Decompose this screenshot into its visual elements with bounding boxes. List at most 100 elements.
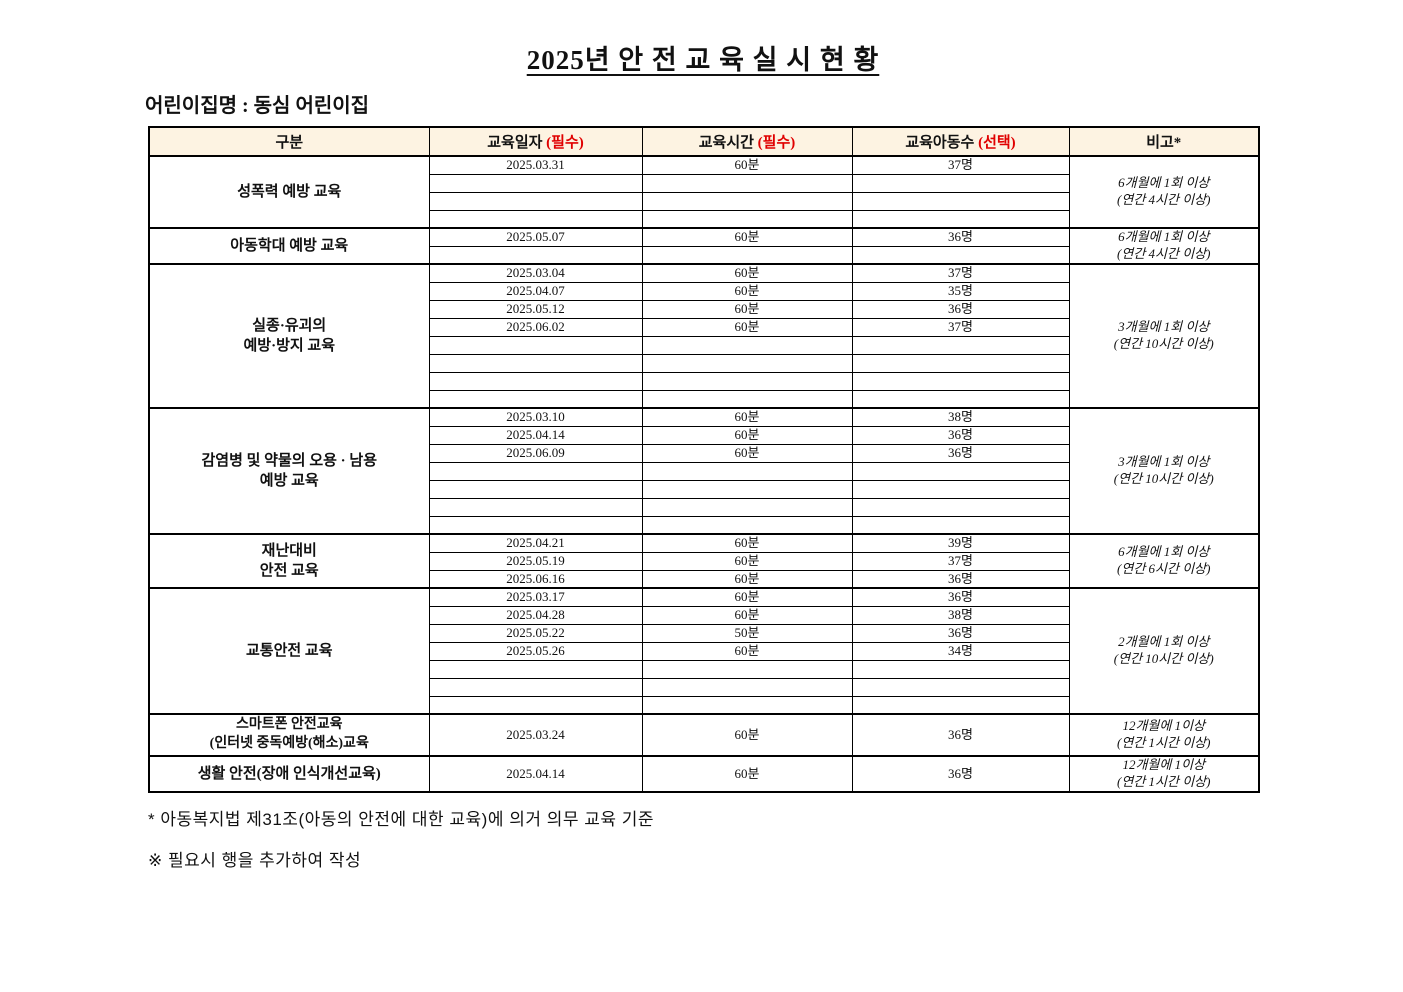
table-row: 아동학대 예방 교육 2025.05.07 60분 36명 6개월에 1회 이상 (연간 … xyxy=(148,227,1260,265)
duration-cell: 60분 xyxy=(641,587,853,607)
table-row: 교통안전 교육 2025.03.17 60분 36명 2개월에 1회 이상 (연간 10시… xyxy=(148,587,1260,715)
col-header-date: 교육일자 (필수) xyxy=(428,126,643,157)
children-cell: 36명 xyxy=(851,569,1070,589)
duration-cell: 60분 xyxy=(641,443,853,463)
duration-cell xyxy=(641,461,853,481)
children-cell: 37명 xyxy=(851,551,1070,571)
children-cell: 36명 xyxy=(851,227,1070,247)
duration-cell xyxy=(641,479,853,499)
remark-line: 6개월에 1회 이상 xyxy=(1118,544,1210,560)
date-cell: 2025.03.24 xyxy=(428,713,643,757)
duration-cell xyxy=(641,245,853,265)
remark-line: (연간 4시간 이상) xyxy=(1117,246,1211,261)
duration-cell xyxy=(641,515,853,535)
date-cell xyxy=(428,353,643,373)
table-row: 2025.04.28 60분 38명 xyxy=(149,605,1259,625)
date-cell xyxy=(428,191,643,211)
page-title: 2025년 안 전 교 육 실 시 현 황 xyxy=(526,45,880,75)
duration-cell xyxy=(641,353,853,373)
col-header-date-label: 교육일자 xyxy=(487,135,543,151)
remark-cell: 6개월에 1회 이상 (연간 6시간 이상) xyxy=(1068,533,1260,589)
footnote-add-rows: ※ 필요시 행을 추가하여 작성 xyxy=(148,850,362,870)
date-cell xyxy=(428,461,643,481)
table-row: 2025.04.07 60분 35명 xyxy=(149,281,1259,301)
date-cell xyxy=(428,371,643,391)
date-cell: 2025.06.02 xyxy=(428,317,643,337)
date-cell: 2025.05.12 xyxy=(428,299,643,319)
date-cell: 2025.03.04 xyxy=(428,263,643,283)
children-cell: 38명 xyxy=(851,407,1070,427)
remark-line: 12개월에 1이상 xyxy=(1122,718,1206,734)
category-label-line: 실종·유괴의 xyxy=(252,317,327,334)
table-row xyxy=(149,353,1259,373)
category-label-line: 안전 교육 xyxy=(259,563,319,579)
children-cell: 34명 xyxy=(851,641,1070,661)
date-cell: 2025.06.16 xyxy=(428,569,643,589)
duration-cell: 60분 xyxy=(641,155,853,175)
category-label-line: 재난대비 xyxy=(261,542,317,559)
duration-cell: 60분 xyxy=(641,407,853,427)
category-label-line: 예방 교육 xyxy=(259,473,319,489)
col-header-children: 교육아동수 (선택) xyxy=(851,126,1070,157)
required-badge-date: (필수) xyxy=(546,135,584,151)
table-row: 재난대비 안전 교육 2025.04.21 60분 39명 6개월에 1회 이상 (연간 6… xyxy=(148,533,1260,589)
category-cell: 스마트폰 안전교육 (인터넷 중독예방(해소)교육 xyxy=(148,713,430,757)
date-cell xyxy=(428,677,643,697)
children-cell xyxy=(851,173,1070,193)
remark-cell: 3개월에 1회 이상 (연간 10시간 이상) xyxy=(1068,263,1260,409)
children-cell xyxy=(851,371,1070,391)
category-label-line: 예방·방지 교육 xyxy=(243,338,336,354)
category-label-line: 교통안전 교육 xyxy=(245,642,333,659)
duration-cell: 60분 xyxy=(641,263,853,283)
table-row xyxy=(149,245,1259,265)
document-page: 2025년 안 전 교 육 실 시 현 황 어린이집명 : 동심 어린이집 구분… xyxy=(145,0,1260,871)
children-cell: 35명 xyxy=(851,281,1070,301)
remark-line: 2개월에 1회 이상 xyxy=(1118,634,1210,650)
category-label-line: 생활 안전(장애 인식개선교육) xyxy=(197,765,381,782)
remark-cell: 12개월에 1이상 (연간 1시간 이상) xyxy=(1068,755,1260,793)
date-cell: 2025.05.19 xyxy=(428,551,643,571)
table-row xyxy=(149,461,1259,481)
remark-line: (연간 6시간 이상) xyxy=(1117,561,1211,576)
children-cell xyxy=(851,695,1070,715)
date-cell: 2025.04.07 xyxy=(428,281,643,301)
table-row xyxy=(149,497,1259,517)
col-header-time: 교육시간 (필수) xyxy=(641,126,853,157)
children-cell: 36명 xyxy=(851,425,1070,445)
duration-cell xyxy=(641,173,853,193)
duration-cell xyxy=(641,695,853,715)
footnote-legal: * 아동복지법 제31조(아동의 안전에 대한 교육)에 의거 의무 교육 기준 xyxy=(148,809,654,829)
duration-cell: 60분 xyxy=(641,551,853,571)
children-cell xyxy=(851,335,1070,355)
date-cell: 2025.05.26 xyxy=(428,641,643,661)
table-row: 2025.05.19 60분 37명 xyxy=(149,551,1259,571)
category-label-line: 감염병 및 약물의 오용 · 남용 xyxy=(201,452,378,469)
table-row xyxy=(149,659,1259,679)
duration-cell: 60분 xyxy=(641,299,853,319)
table-row: 스마트폰 안전교육 (인터넷 중독예방(해소)교육 2025.03.24 60분 36명… xyxy=(148,713,1260,757)
category-label-line: (인터넷 중독예방(해소)교육 xyxy=(209,736,369,751)
children-cell: 36명 xyxy=(851,443,1070,463)
remark-cell: 6개월에 1회 이상 (연간 4시간 이상) xyxy=(1068,155,1260,229)
date-cell xyxy=(428,335,643,355)
duration-cell xyxy=(641,659,853,679)
category-cell: 교통안전 교육 xyxy=(148,587,430,715)
duration-cell: 60분 xyxy=(641,755,853,793)
date-cell: 2025.04.28 xyxy=(428,605,643,625)
col-header-remark-label: 비고* xyxy=(1146,135,1182,151)
education-table-body: 성폭력 예방 교육 2025.03.31 60분 37명 6개월에 1회 이상 (연간 4… xyxy=(148,155,1260,793)
date-cell: 2025.03.31 xyxy=(428,155,643,175)
duration-cell xyxy=(641,335,853,355)
remark-line: 6개월에 1회 이상 xyxy=(1118,175,1210,191)
children-cell: 36명 xyxy=(851,713,1070,757)
remark-cell: 6개월에 1회 이상 (연간 4시간 이상) xyxy=(1068,227,1260,265)
children-cell: 37명 xyxy=(851,263,1070,283)
duration-cell: 60분 xyxy=(641,227,853,247)
table-row xyxy=(149,173,1259,193)
table-row: 2025.05.26 60분 34명 xyxy=(149,641,1259,661)
date-cell: 2025.04.14 xyxy=(428,755,643,793)
children-cell xyxy=(851,353,1070,373)
date-cell: 2025.03.17 xyxy=(428,587,643,607)
category-cell: 아동학대 예방 교육 xyxy=(148,227,430,265)
